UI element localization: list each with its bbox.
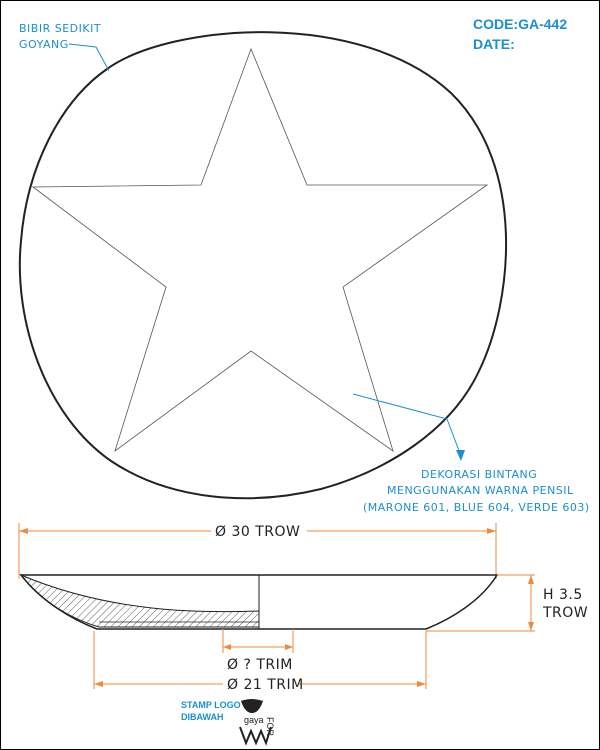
diameter-30-dimension	[18, 523, 497, 579]
rim-leader-line	[68, 43, 110, 72]
gaya-logo: gaya FOR	[239, 699, 275, 746]
height-label-line2: TROW	[542, 605, 588, 621]
rim-note-line2: GOYANG	[19, 38, 69, 51]
decoration-note-line1: DEKORASI BINTANG	[421, 468, 537, 481]
stamp-note-line2: DIBAWAH	[181, 712, 224, 722]
decoration-leader-line	[352, 393, 462, 457]
logo-brand-text: gaya	[244, 715, 264, 725]
stamp-note-line1: STAMP LOGO	[181, 700, 241, 710]
height-dimension	[426, 574, 535, 632]
trim-small-label: Ø ? TRIM	[227, 657, 293, 673]
trim-small-dimension	[222, 629, 294, 653]
height-label-line1: H 3.5	[543, 587, 583, 603]
plate-outline	[18, 31, 508, 500]
rim-note-line1: BIBIR SEDIKIT	[19, 22, 101, 35]
diameter-30-label: Ø 30 TROW	[215, 524, 300, 540]
trim-base-label: Ø 21 TRIM	[227, 677, 304, 693]
decoration-note-line3: (MARONE 601, BLUE 604, VERDE 603)	[363, 501, 590, 514]
logo-for-text: FOR	[265, 717, 275, 736]
date-label: DATE:	[473, 36, 515, 52]
trim-base-dimension	[93, 631, 427, 689]
decoration-note-line2: MENGGUNAKAN WARNA PENSIL	[387, 484, 574, 497]
plate-side-profile	[19, 573, 499, 630]
star-decoration	[31, 47, 489, 453]
product-code: CODE:GA-442	[473, 16, 567, 32]
decoration-leader-arrow	[456, 450, 465, 461]
